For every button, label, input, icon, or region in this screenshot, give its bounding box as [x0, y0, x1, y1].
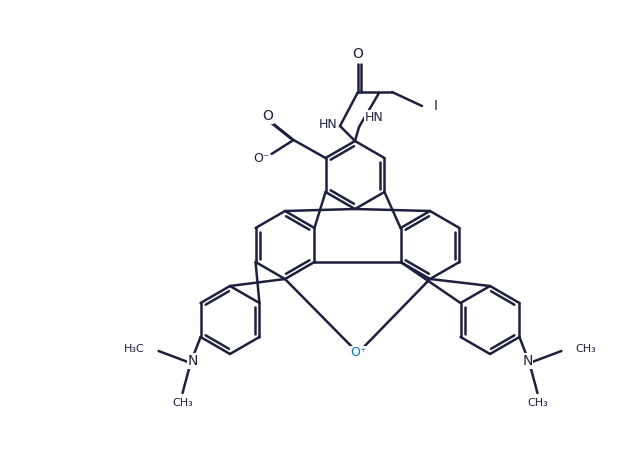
Text: CH₃: CH₃: [575, 344, 596, 354]
Text: N: N: [188, 354, 198, 368]
Text: O: O: [353, 47, 364, 61]
Text: N: N: [522, 354, 532, 368]
Text: CH₃: CH₃: [172, 398, 193, 408]
Text: CH₃: CH₃: [527, 398, 548, 408]
Text: O: O: [262, 109, 273, 123]
Text: HN: HN: [319, 118, 337, 131]
Text: HN: HN: [365, 110, 384, 124]
Text: H₃C: H₃C: [124, 344, 145, 354]
Text: I: I: [434, 99, 438, 113]
Text: O⁻: O⁻: [253, 151, 270, 164]
Text: O⁺: O⁺: [349, 346, 366, 360]
